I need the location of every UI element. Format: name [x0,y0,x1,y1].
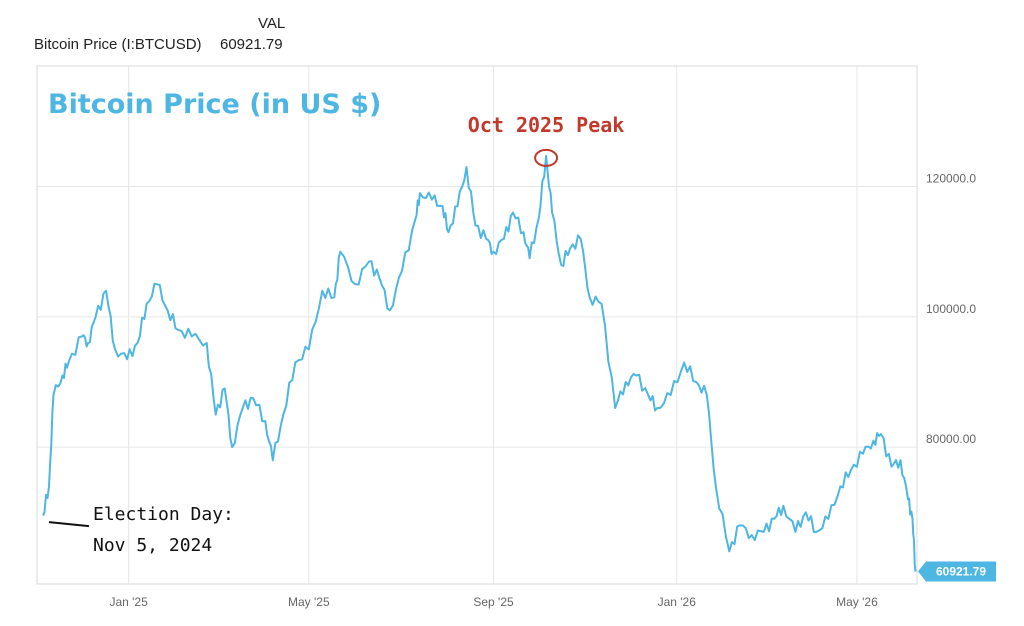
price-series-line [42,154,917,572]
legend-series-name: Bitcoin Price (I:BTCUSD) [34,36,202,53]
peak-annotation-label: Oct 2025 Peak [468,113,625,137]
legend-column-header: VAL [258,15,286,32]
x-tick-label: May '25 [288,595,330,609]
x-tick-label: Jan '26 [658,595,697,609]
y-tick-labels: 120000.0 100000.0 80000.00 [926,172,976,447]
peak-circle [534,148,559,167]
y-tick-label: 120000.0 [926,172,976,186]
grid-layer [37,66,917,584]
current-value-badge: 60921.79 [918,561,996,582]
legend-series-value: 60921.79 [220,36,283,53]
y-tick-label: 80000.00 [926,432,976,446]
plot-frame [36,65,918,585]
x-tick-labels: Jan '25 May '25 Sep '25 Jan '26 May '26 [109,595,878,609]
election-date-label: Nov 5, 2024 [93,535,212,556]
x-tick-label: Jan '25 [109,595,148,609]
current-value-label: 60921.79 [936,564,986,578]
x-tick-label: Sep '25 [473,595,514,609]
x-tick-label: May '26 [836,595,878,609]
election-annotation-label: Election Day: [93,504,234,525]
current-value-badge-shape [918,561,996,582]
election-day-marker [48,521,90,528]
y-tick-label: 100000.0 [926,302,976,316]
chart-title: Bitcoin Price (in US $) [48,89,381,120]
